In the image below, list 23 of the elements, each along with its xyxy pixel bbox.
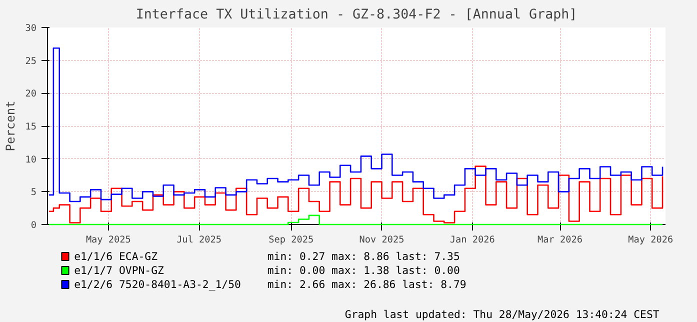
text: min: 2.66 max: 26.86 last: 8.79 <box>267 278 466 291</box>
x-tick-label: May 2026 <box>628 234 674 246</box>
y-tick-label: 10 <box>25 154 37 166</box>
y-tick-label: 15 <box>25 122 36 132</box>
x-tick-label: Mar 2026 <box>538 234 583 246</box>
y-tick-label: 0 <box>30 220 37 231</box>
y-axis-title: Percent <box>3 100 18 152</box>
y-tick-label: 30 <box>25 23 37 34</box>
chart-title: Interface TX Utilization - GZ-8.304-F2 - [Annual Graph] <box>136 8 578 22</box>
legend-label: e1/1/6 ECA-GZ <box>74 250 158 263</box>
x-tick-label: Nov 2025 <box>359 234 404 246</box>
y-tick-label: 25 <box>25 56 36 67</box>
y-tick-label: 5 <box>30 187 37 198</box>
x-tick-label: Jul 2025 <box>176 234 222 246</box>
text: min: 0.27 max: 8.86 last: 7.35 <box>267 250 460 263</box>
y-tick-label: 20 <box>25 88 37 100</box>
legend-label: e1/1/7 OVPN-GZ <box>74 264 165 277</box>
x-tick-label: May 2025 <box>86 234 131 246</box>
text: Graph last updated: Thu 28/May/2026 13:40:24 CEST <box>344 308 660 321</box>
x-tick-label: Jan 2026 <box>450 234 496 246</box>
x-tick-label: Sep 2025 <box>268 234 314 246</box>
legend-label: e1/2/6 7520-8401-A3-2_1/50 <box>74 278 241 291</box>
text: min: 0.00 max: 1.38 last: 0.00 <box>267 264 460 277</box>
